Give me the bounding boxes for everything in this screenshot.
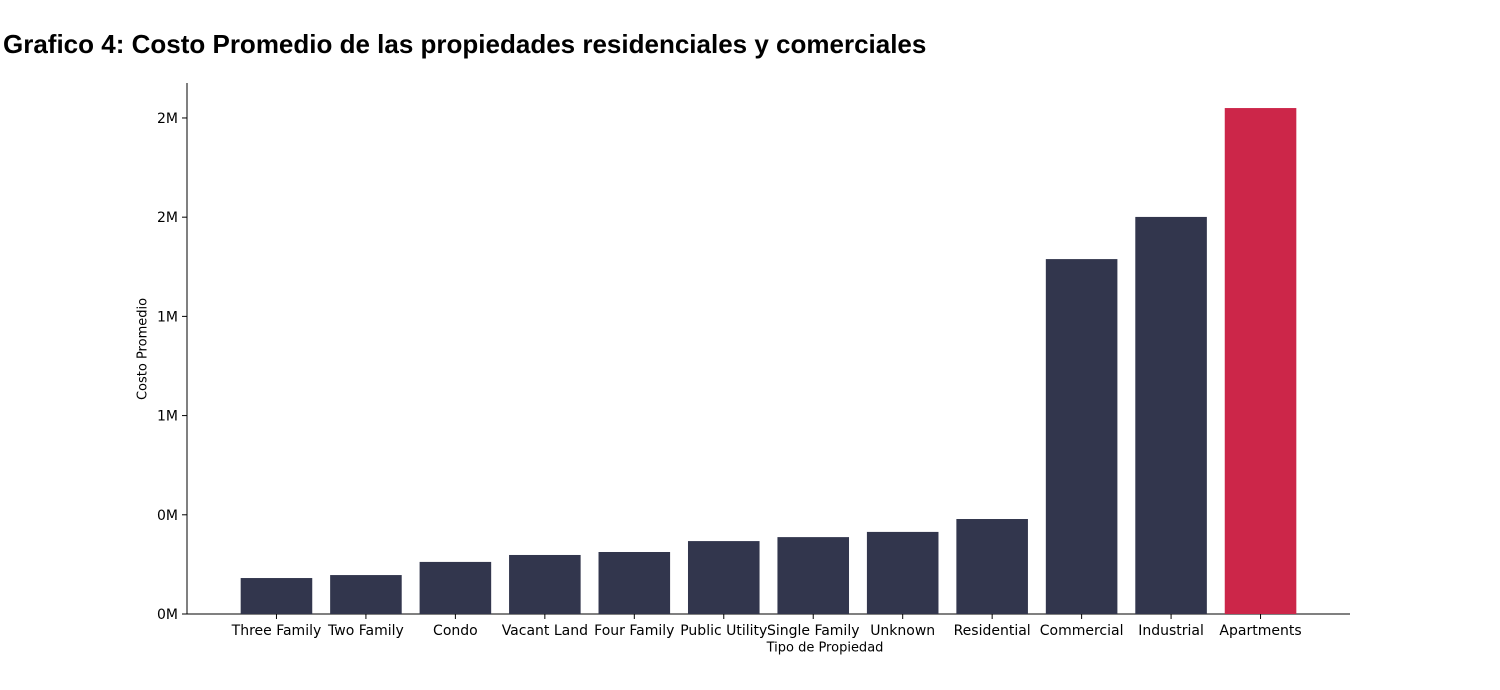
bar — [1135, 216, 1207, 614]
bar — [956, 519, 1028, 614]
y-tick-label: 1M — [157, 409, 178, 425]
y-tick-label: 2M — [157, 111, 178, 127]
x-tick-label: Four Family — [594, 623, 674, 639]
x-tick-label: Apartments — [1219, 623, 1301, 639]
bar — [240, 578, 313, 614]
y-tick-label: 0M — [157, 508, 178, 524]
bar — [598, 551, 671, 614]
bar — [1045, 259, 1118, 614]
x-tick-label: Condo — [433, 623, 478, 639]
chart-title: Grafico 4: Costo Promedio de las propied… — [3, 29, 926, 59]
y-tick-label: 2M — [157, 210, 178, 226]
y-tick-label: 0M — [157, 607, 178, 623]
bar — [687, 541, 760, 614]
bar — [1224, 108, 1297, 615]
x-tick-label: Residential — [954, 623, 1031, 639]
y-axis-label: Costo Promedio — [136, 298, 151, 400]
x-tick-label: Unknown — [870, 623, 935, 639]
bar — [777, 537, 850, 614]
x-tick-label: Commercial — [1040, 623, 1124, 639]
x-tick-label: Single Family — [767, 623, 860, 639]
x-tick-label: Two Family — [327, 623, 404, 639]
bar — [866, 531, 939, 614]
x-axis-label: Tipo de Propiedad — [766, 641, 884, 656]
bar — [330, 575, 402, 614]
x-tick-label: Vacant Land — [502, 623, 588, 639]
x-tick-label: Three Family — [231, 623, 322, 639]
bar — [509, 554, 581, 614]
bar — [419, 561, 492, 614]
y-tick-label: 1M — [157, 309, 178, 325]
x-tick-label: Public Utility — [680, 623, 767, 639]
x-tick-label: Industrial — [1138, 623, 1204, 639]
